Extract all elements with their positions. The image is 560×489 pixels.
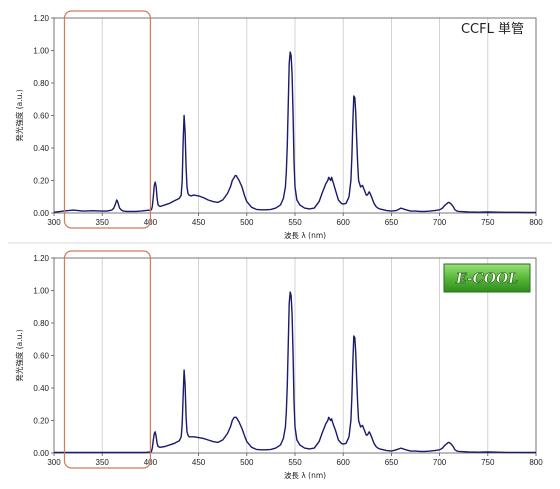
y-tick-label: 0.80 [33, 79, 49, 88]
y-axis-title: 発光強度 (a.u.) [14, 89, 24, 141]
product-badge [443, 263, 531, 293]
x-tick-label: 500 [240, 458, 254, 467]
x-axis-title: 波長 λ (nm) [284, 230, 326, 240]
x-tick-label: 550 [288, 458, 302, 467]
x-tick-label: 350 [96, 218, 110, 227]
chart-title: CCFL 単管 [461, 21, 524, 37]
y-tick-label: 0.80 [33, 319, 49, 328]
x-tick-label: 450 [192, 458, 206, 467]
uv-region-highlight [63, 250, 152, 469]
x-tick-label: 650 [385, 458, 399, 467]
spectrum-line-1 [54, 291, 536, 454]
x-tick-label: 500 [240, 218, 254, 227]
x-tick-label: 300 [47, 458, 61, 467]
x-tick-label: 450 [192, 218, 206, 227]
x-tick-label: 300 [47, 218, 61, 227]
x-tick-label: 550 [288, 218, 302, 227]
y-tick-label: 0.20 [33, 417, 49, 426]
y-tick-label: 0.20 [33, 177, 49, 186]
x-tick-label: 700 [433, 458, 447, 467]
x-tick-label: 800 [529, 458, 543, 467]
x-tick-label: 650 [385, 218, 399, 227]
x-tick-label: 750 [481, 458, 495, 467]
y-tick-label: 0.00 [33, 209, 49, 218]
y-tick-label: 1.20 [33, 254, 49, 263]
x-tick-label: 600 [337, 458, 351, 467]
x-axis-title: 波長 λ (nm) [284, 470, 326, 480]
y-axis-title: 発光強度 (a.u.) [14, 329, 24, 381]
y-tick-label: 1.20 [33, 14, 49, 23]
x-tick-label: 350 [96, 458, 110, 467]
x-tick-label: 800 [529, 218, 543, 227]
x-tick-label: 600 [337, 218, 351, 227]
y-tick-label: 0.60 [33, 352, 49, 361]
y-tick-label: 1.00 [33, 47, 49, 56]
x-tick-label: 700 [433, 218, 447, 227]
y-tick-label: 0.60 [33, 112, 49, 121]
y-tick-label: 0.40 [33, 384, 49, 393]
y-tick-label: 0.00 [33, 449, 49, 458]
product-badge-label: E-COOL [455, 271, 518, 287]
y-tick-label: 0.40 [33, 144, 49, 153]
y-tick-label: 1.00 [33, 287, 49, 296]
uv-region-highlight [63, 10, 152, 229]
spectrum-line-1 [53, 51, 536, 214]
x-tick-label: 750 [481, 218, 495, 227]
